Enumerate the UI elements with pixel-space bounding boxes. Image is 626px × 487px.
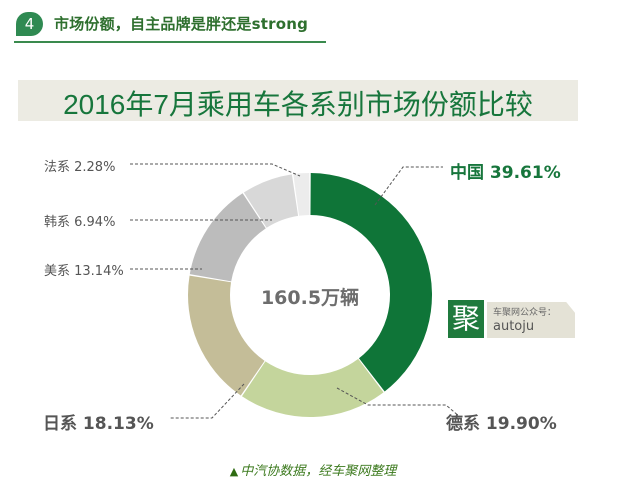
section-header: 4 市场份额，自主品牌是胖还是strong [14,12,326,44]
triangle-icon: ▲ [229,465,239,478]
label-france: 法系 2.28% [44,160,116,175]
source-caption-text: 中汽协数据，经车聚网整理 [240,464,397,479]
donut-slice-usa [189,193,266,282]
watermark-line2: autoju [493,319,535,334]
donut-center-total: 160.5万辆 [260,287,360,309]
donut-slice-germany [241,358,384,417]
watermark-line1: 车聚网公众号： [493,308,557,318]
chart-title-bar: 2016年7月乘用车各系别市场份额比较 [18,80,578,121]
source-caption: ▲ 中汽协数据，经车聚网整理 [0,460,626,479]
donut-slice-korea [243,174,299,228]
label-germany: 德系 19.90% [446,414,557,434]
watermark: 聚 车聚网公众号： autoju [448,300,576,340]
label-china: 中国 39.61% [450,163,561,183]
leader-line-france [130,163,301,177]
leader-lines [130,163,461,419]
donut-slice-china [310,173,432,392]
section-number-badge: 4 [16,12,43,36]
watermark-tag: 车聚网公众号： autoju [487,302,575,338]
leader-line-germany [336,387,461,418]
label-japan: 日系 18.13% [43,414,154,434]
label-korea: 韩系 6.94% [44,215,116,230]
donut-slice-france [293,173,310,216]
watermark-logo: 聚 [448,300,484,338]
chart-title: 2016年7月乘用车各系别市场份额比较 [63,89,533,120]
label-usa: 美系 13.14% [44,264,124,279]
donut-slice-japan [187,275,265,396]
section-title: 市场份额，自主品牌是胖还是strong [54,15,309,33]
section-divider [14,41,326,43]
leader-line-china [374,166,443,206]
donut-slices [187,173,432,417]
leader-line-japan [170,383,245,419]
